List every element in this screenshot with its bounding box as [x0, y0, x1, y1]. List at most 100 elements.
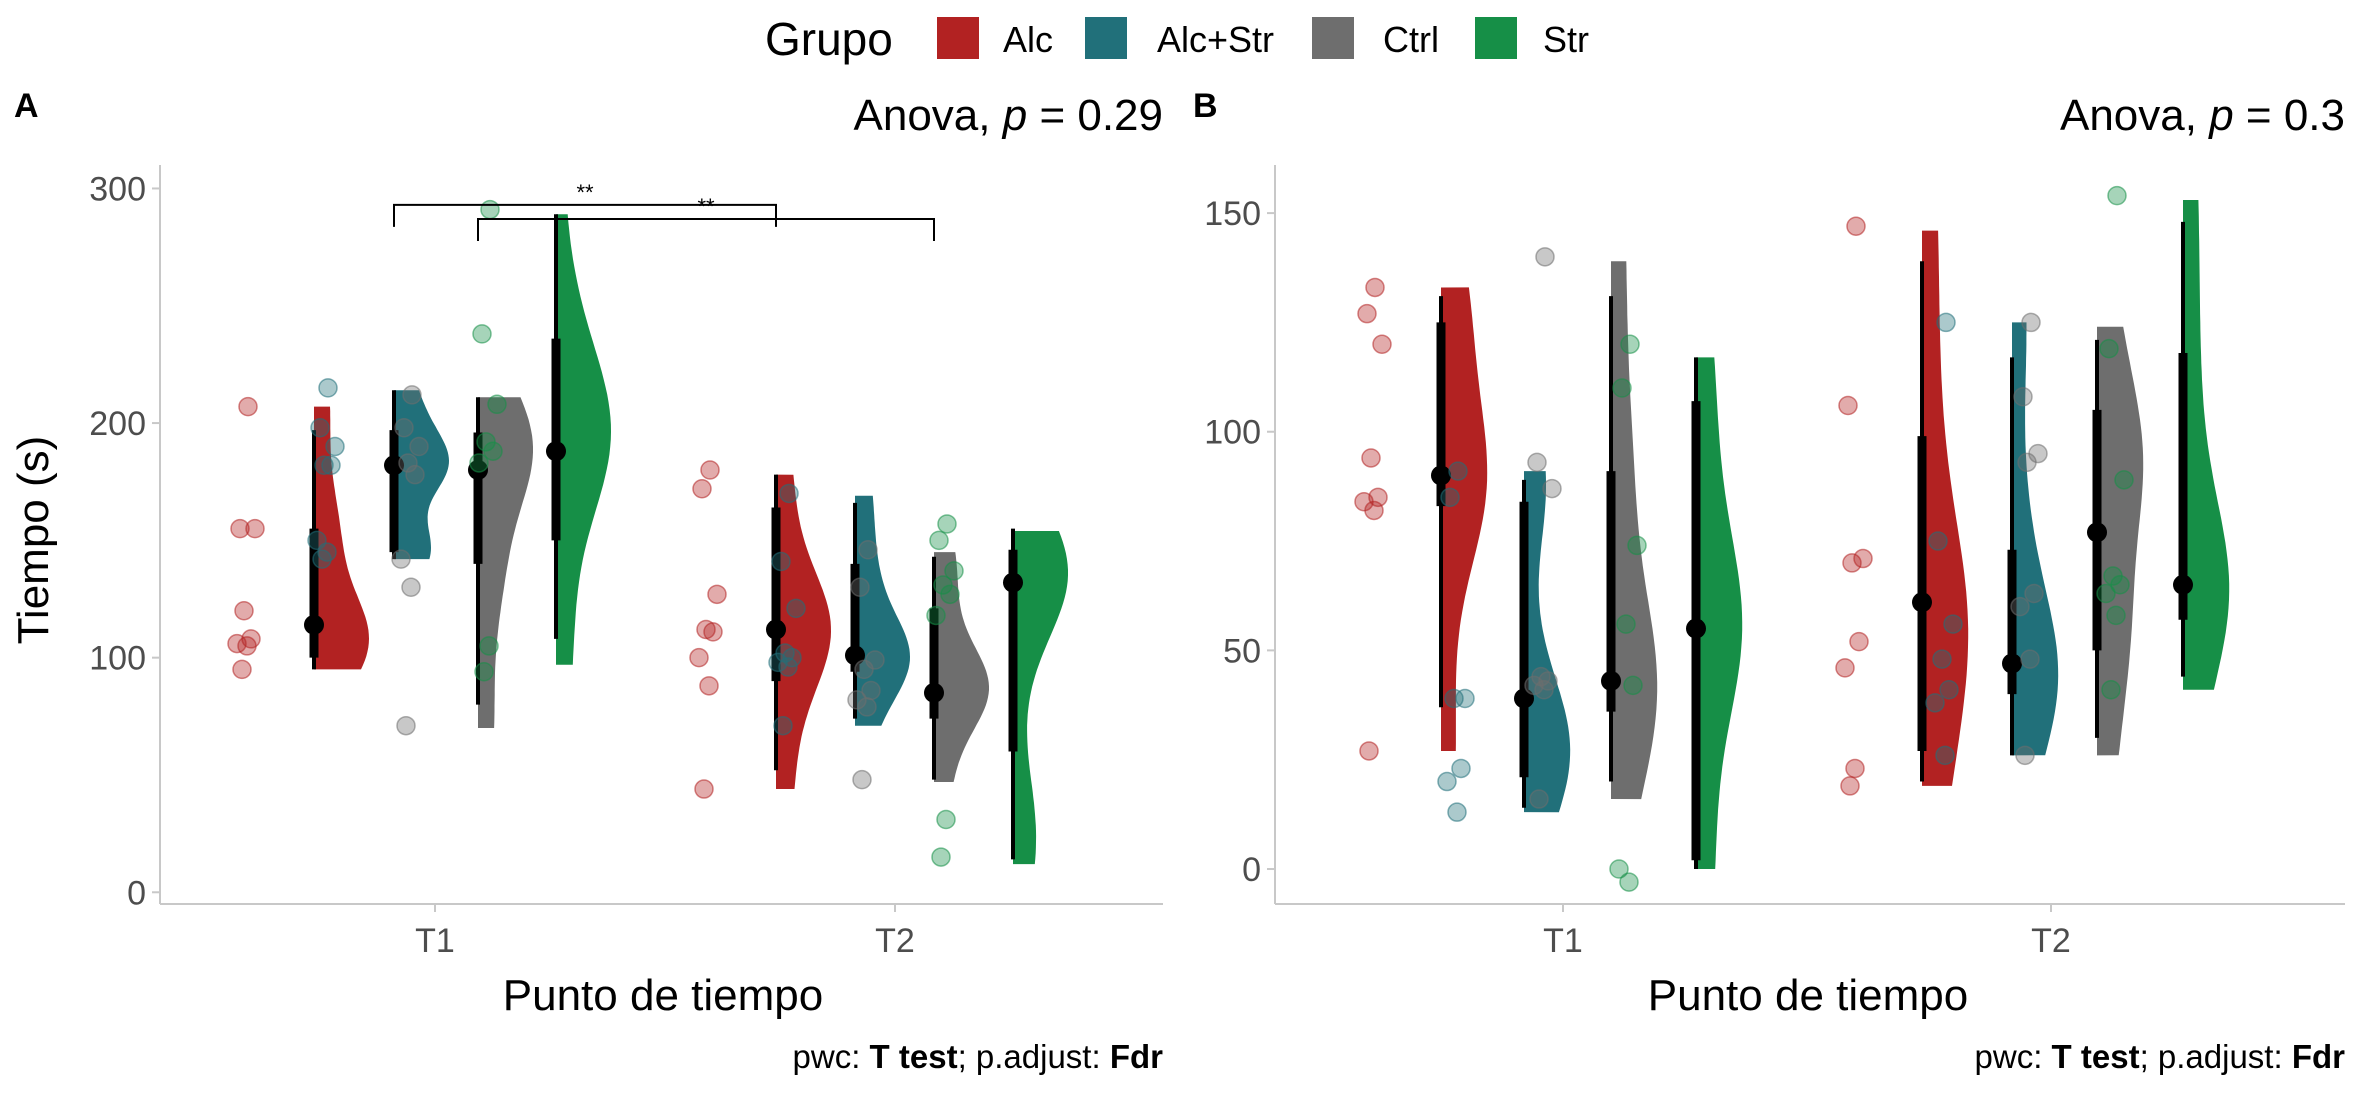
panel-b-t2-alc-point: [1835, 658, 1855, 678]
panel-b-t1-ctrl-point: [1535, 247, 1555, 267]
panel-b-t2-alc-str-point: [1936, 312, 1956, 333]
panel-b-t2-alc-str-point: [1925, 693, 1945, 713]
panel-a-t1-ctrl-point: [391, 549, 411, 569]
panel-a-t2-alc-point: [692, 479, 712, 499]
panel-a-y-axis-title: Tiempo (s): [9, 436, 58, 645]
panel-a-y-tick-label: 200: [89, 405, 146, 443]
panel-b-t1-str-point: [1623, 675, 1643, 696]
panel-a-t2-str-point: [940, 584, 960, 605]
panel-a-t1-alc-str-violin: [394, 390, 449, 560]
panel-a-t2-alc-point: [694, 779, 714, 799]
panel-a-anova-label: Anova, p = 0.29: [854, 91, 1163, 140]
panel-a-t2-str-point: [926, 605, 946, 626]
panel-a-t1-alc-violin: [314, 406, 369, 670]
panel-b-t1-str-point: [1612, 378, 1632, 398]
panel-a-t2-str-median-point: [1003, 572, 1023, 593]
panel-a-t1-str-point: [480, 199, 500, 220]
panel-b-t2-str-point: [2099, 338, 2119, 359]
panel-a-t1-str-point: [483, 441, 503, 461]
panel-a-t1-ctrl-point: [402, 385, 422, 405]
panel-b-t1-ctrl-point: [1529, 789, 1549, 809]
panel-b-t1-alc-point: [1357, 303, 1377, 324]
panel-a-t2-alc-point: [699, 676, 719, 696]
panel-b-t2-alc-median-point: [1912, 592, 1932, 613]
panel-b-t2-alc-str-point: [1932, 649, 1952, 669]
panel-a-t2-alc-str-point: [771, 551, 791, 572]
panel-b-t2-alc-point: [1845, 758, 1865, 779]
panel-b-t1-alc-point: [1364, 500, 1384, 521]
legend-label-str: Str: [1543, 19, 1589, 60]
panel-a-t1-alc-point: [234, 600, 254, 621]
panel-a-t2-alc-median-point: [766, 619, 786, 640]
panel-a-t1-str-median-point: [546, 441, 566, 462]
panel-a-significance-label-1: **: [697, 194, 715, 219]
panel-a-t2-str-point: [931, 847, 951, 867]
panel-a-significance-label-0: **: [576, 180, 594, 205]
panel-a-t1-ctrl-point: [401, 577, 421, 598]
panel-a-t2-str-point: [937, 514, 957, 534]
panel-a-t1-alc-str-point: [318, 378, 338, 398]
legend-title: Grupo: [765, 13, 893, 65]
panel-b-t1-str-point: [1620, 334, 1640, 355]
panel-b-t2-alc-point: [1838, 395, 1858, 416]
panel-b-t2-alc-str-median-point: [2002, 653, 2022, 674]
panel-a-t1-alc-str-point: [321, 455, 341, 476]
panel-a-t2-str-point: [944, 561, 964, 581]
panel-a-t2-alc-point: [707, 584, 727, 605]
panel-b-t2-ctrl-point: [2017, 452, 2037, 473]
panel-a-t2-alc-str-point: [779, 483, 799, 504]
panel-a-t2-alc-str-point: [778, 657, 798, 677]
panel-b-t1-ctrl-point: [1542, 478, 1562, 499]
panel-a-t1-ctrl-point: [396, 715, 416, 736]
panel-b-t1-str-point: [1619, 872, 1639, 892]
panel-a-x-tick-label: T2: [875, 922, 915, 960]
panel-a-t1-ctrl-point: [398, 453, 418, 473]
panel-b-t2-str-point: [2096, 583, 2116, 604]
panel-a-caption: pwc: T test; p.adjust: Fdr: [793, 1038, 1164, 1075]
panel-a-t1-ctrl-median-point: [468, 459, 488, 480]
panel-b-y-tick-label: 0: [1242, 851, 1261, 889]
legend-key-ctrl: [1312, 17, 1354, 59]
panel-b-t1-alc-median-point: [1431, 465, 1451, 486]
panel-b-t1-alc-str-point: [1440, 487, 1460, 508]
panel-a-t1-alc-point: [237, 636, 257, 656]
panel-b-t2-alc-str-point: [1928, 531, 1948, 551]
panel-a-t2-str-violin: [1013, 530, 1068, 865]
panel-b-t1-alc-str-point: [1447, 802, 1467, 822]
panel-a-t1-alc-str-point: [310, 418, 330, 438]
panel-a-t2-ctrl-point: [850, 577, 870, 598]
panel-a-t2-ctrl-violin: [934, 552, 989, 783]
panel-b-t2-str-point: [2107, 185, 2127, 206]
panel-b-t1-str-median-point: [1686, 618, 1706, 639]
panel-a-t2-alc-point: [700, 460, 720, 480]
panel-a-t2-alc-str-point: [786, 598, 806, 619]
panel-a-t1-ctrl-point: [409, 436, 429, 457]
legend-label-ctrl: Ctrl: [1383, 19, 1439, 60]
panel-a-t2-str-point: [929, 530, 949, 551]
panel-a-t1-str-point: [472, 324, 492, 344]
panel-b-x-axis-title: Punto de tiempo: [1648, 971, 1968, 1020]
panel-b-t2-alc-point: [1846, 216, 1866, 236]
panel-a-t1-ctrl-point: [405, 464, 425, 485]
panel-a-y-tick-label: 300: [89, 170, 146, 208]
panel-a-t1-alc-median-point: [304, 614, 324, 635]
panel-b-x-tick-label: T2: [2031, 922, 2071, 960]
panel-b-t1-ctrl-point: [1534, 679, 1554, 700]
panel-b-t1-ctrl-median-point: [1601, 670, 1621, 691]
panel-b-t1-ctrl-violin: [1611, 261, 1658, 800]
panel-a-t2-ctrl-point: [857, 697, 877, 717]
panel-b-t1-alc-str-violin: [1524, 471, 1571, 813]
panel-b-t2-ctrl-point: [2024, 583, 2044, 604]
panel-a-t2-ctrl-point: [858, 539, 878, 560]
panel-a-t2-alc-violin: [776, 474, 831, 790]
panel-a-x-axis-title: Punto de tiempo: [503, 971, 823, 1020]
panel-a-x-tick-label: T1: [415, 922, 455, 960]
panel-b-t2-str-point: [2110, 575, 2130, 595]
panel-a-t1-str-point: [469, 453, 489, 473]
panel-a-t1-alc-str-point: [314, 455, 334, 476]
legend-key-alc: [937, 17, 979, 59]
panel-b-t2-ctrl-point: [2020, 649, 2040, 669]
panel-b-t2-alc-point: [1849, 631, 1869, 652]
panel-a-y-tick-label: 0: [127, 874, 146, 912]
panel-b-t1-str-violin: [1696, 357, 1743, 870]
